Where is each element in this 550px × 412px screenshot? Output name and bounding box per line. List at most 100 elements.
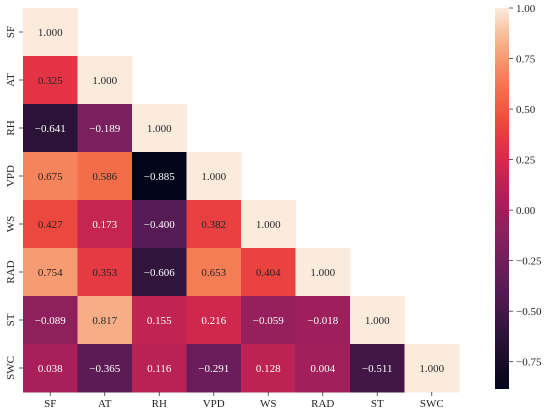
- cell-value-label: −0.511: [362, 363, 393, 375]
- colorbar-tick-label: 0.75: [516, 54, 536, 66]
- cell-value-label: −0.365: [89, 363, 120, 375]
- y-tick-label-ST: ST: [5, 313, 17, 326]
- heatmap-cell-RAD-AT: [77, 248, 133, 297]
- cell-value-label: 0.404: [256, 267, 281, 279]
- y-axis: SF AT RH VPD WS RAD ST SWC: [5, 26, 23, 380]
- heatmap-cell-SF-SF: [23, 8, 78, 57]
- heatmap-cell-RAD-RAD: [295, 248, 351, 297]
- cell-value-label: 1.000: [256, 219, 281, 231]
- heatmap-cell-WS-VPD: [186, 200, 242, 249]
- cell-value-label: −0.291: [198, 363, 229, 375]
- heatmap-cell-ST-SF: [23, 296, 78, 345]
- cell-value-label: −0.089: [35, 315, 66, 327]
- cell-value-label: 0.173: [92, 219, 117, 231]
- x-tick-label-SWC: SWC: [420, 398, 444, 410]
- colorbar-tick-label: −0.75: [516, 357, 542, 369]
- cell-value-label: 0.325: [38, 75, 63, 87]
- cell-value-label: 1.000: [147, 123, 172, 135]
- cell-value-label: 0.817: [92, 315, 117, 327]
- x-tick-label-ST: ST: [371, 398, 384, 410]
- cell-value-label: 1.000: [201, 171, 226, 183]
- cell-value-label: 0.116: [147, 363, 172, 375]
- colorbar-bar: [495, 8, 509, 389]
- cell-value-label: 0.754: [38, 267, 63, 279]
- x-axis: SF AT RH VPD WS RAD ST SWC: [44, 392, 444, 410]
- heatmap-cell-WS-SF: [23, 200, 78, 249]
- heatmap-cell-VPD-RH: [132, 152, 187, 201]
- y-tick-label-RH: RH: [5, 120, 17, 135]
- heatmap-cell-WS-AT: [77, 200, 133, 249]
- heatmap-cell-SWC-SWC: [404, 344, 460, 393]
- cell-value-label: −0.059: [253, 315, 284, 327]
- heatmap-cell-VPD-SF: [23, 152, 78, 201]
- y-tick-label-SWC: SWC: [5, 356, 17, 380]
- cell-value-label: 0.675: [38, 171, 63, 183]
- cell-value-label: 0.427: [38, 219, 63, 231]
- cell-value-label: 0.004: [310, 363, 335, 375]
- heatmap-cell-WS-WS: [241, 200, 296, 249]
- x-tick-label-RH: RH: [152, 398, 167, 410]
- heatmap-cell-VPD-VPD: [186, 152, 242, 201]
- heatmap-cell-RAD-RH: [132, 248, 187, 297]
- x-tick-label-AT: AT: [98, 398, 112, 410]
- heatmap-cell-RH-AT: [77, 104, 133, 153]
- cell-value-label: −0.641: [35, 123, 66, 135]
- cell-value-labels: 1.000 0.325 1.000 −0.641 −0.189 1.000 0.675 0.5…: [35, 27, 445, 375]
- heatmap-cell-AT-SF: [23, 56, 78, 105]
- heatmap-cell-RAD-VPD: [186, 248, 242, 297]
- cell-value-label: 0.653: [201, 267, 226, 279]
- x-tick-label-WS: WS: [260, 398, 277, 410]
- heatmap-cell-SWC-VPD: [186, 344, 242, 393]
- heatmap-cells: [23, 8, 460, 393]
- cell-value-label: −0.189: [89, 123, 120, 135]
- cell-value-label: 0.382: [201, 219, 226, 231]
- cell-value-label: 1.000: [419, 363, 444, 375]
- y-tick-label-WS: WS: [5, 216, 17, 233]
- colorbar-tick-label: 1.00: [516, 3, 536, 15]
- cell-value-label: 0.155: [147, 315, 172, 327]
- cell-value-label: 1.000: [365, 315, 390, 327]
- heatmap-cell-RAD-SF: [23, 248, 78, 297]
- heatmap-cell-ST-RH: [132, 296, 187, 345]
- heatmap-cell-SWC-RH: [132, 344, 187, 393]
- cell-value-label: −0.400: [144, 219, 175, 231]
- x-tick-label-VPD: VPD: [203, 398, 225, 410]
- heatmap-cell-ST-WS: [241, 296, 296, 345]
- cell-value-label: −0.885: [144, 171, 175, 183]
- y-tick-label-RAD: RAD: [5, 260, 17, 283]
- heatmap-cell-SWC-WS: [241, 344, 296, 393]
- cell-value-label: 1.000: [38, 27, 63, 39]
- colorbar: [495, 8, 509, 389]
- colorbar-tick-label: −0.25: [516, 256, 542, 268]
- heatmap-cell-ST-VPD: [186, 296, 242, 345]
- heatmap-cell-RH-RH: [132, 104, 187, 153]
- y-tick-label-AT: AT: [5, 73, 17, 87]
- cell-value-label: 0.353: [92, 267, 117, 279]
- y-tick-label-VPD: VPD: [5, 165, 17, 187]
- heatmap-cell-RAD-WS: [241, 248, 296, 297]
- cell-value-label: −0.606: [144, 267, 175, 279]
- heatmap-cell-RH-SF: [23, 104, 78, 153]
- heatmap-cell-ST-AT: [77, 296, 133, 345]
- heatmap-cell-SWC-SF: [23, 344, 78, 393]
- x-tick-label-SF: SF: [44, 398, 56, 410]
- cell-value-label: 0.586: [92, 171, 117, 183]
- y-tick-label-SF: SF: [5, 26, 17, 38]
- cell-value-label: 0.128: [256, 363, 281, 375]
- heatmap-cell-WS-RH: [132, 200, 187, 249]
- cell-value-label: 1.000: [310, 267, 335, 279]
- x-tick-label-RAD: RAD: [311, 398, 334, 410]
- cell-value-label: 0.038: [38, 363, 63, 375]
- heatmap-cell-SWC-RAD: [295, 344, 351, 393]
- cell-value-label: −0.018: [307, 315, 338, 327]
- heatmap-cell-ST-RAD: [295, 296, 351, 345]
- heatmap-cell-VPD-AT: [77, 152, 133, 201]
- heatmap-cell-SWC-AT: [77, 344, 133, 393]
- colorbar-ticks: 1.00 0.75 0.50 0.25 0.00 −0.25 −0.50 −0.75: [509, 3, 542, 369]
- cell-value-label: 1.000: [92, 75, 117, 87]
- heatmap-cell-SWC-ST: [350, 344, 405, 393]
- colorbar-tick-label: 0.25: [516, 155, 536, 167]
- colorbar-tick-label: 0.00: [516, 205, 536, 217]
- colorbar-tick-label: −0.50: [516, 306, 542, 318]
